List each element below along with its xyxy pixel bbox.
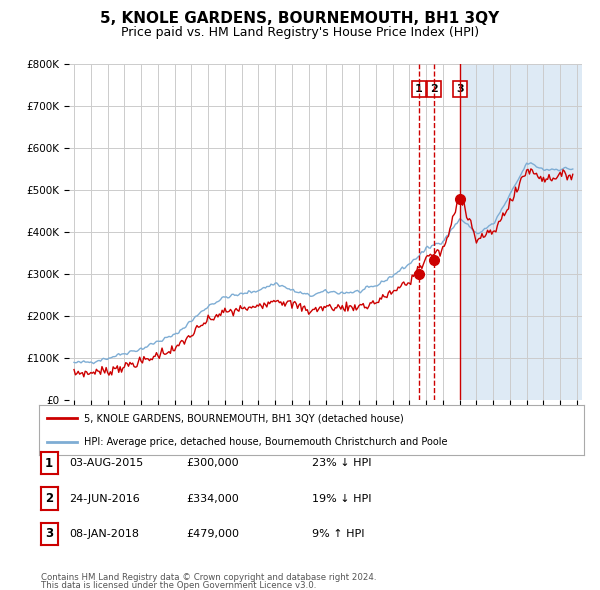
Text: £479,000: £479,000 <box>186 529 239 539</box>
Text: 9% ↑ HPI: 9% ↑ HPI <box>312 529 365 539</box>
Text: 23% ↓ HPI: 23% ↓ HPI <box>312 458 371 468</box>
Text: 3: 3 <box>45 527 53 540</box>
Text: Price paid vs. HM Land Registry's House Price Index (HPI): Price paid vs. HM Land Registry's House … <box>121 26 479 39</box>
Text: 1: 1 <box>45 457 53 470</box>
Text: 5, KNOLE GARDENS, BOURNEMOUTH, BH1 3QY (detached house): 5, KNOLE GARDENS, BOURNEMOUTH, BH1 3QY (… <box>83 414 403 424</box>
Text: 19% ↓ HPI: 19% ↓ HPI <box>312 494 371 503</box>
Text: 2: 2 <box>45 492 53 505</box>
Text: 3: 3 <box>456 84 464 94</box>
Text: 5, KNOLE GARDENS, BOURNEMOUTH, BH1 3QY: 5, KNOLE GARDENS, BOURNEMOUTH, BH1 3QY <box>100 11 500 27</box>
Text: 24-JUN-2016: 24-JUN-2016 <box>69 494 140 503</box>
Text: 08-JAN-2018: 08-JAN-2018 <box>69 529 139 539</box>
Bar <box>460 64 582 400</box>
Text: £334,000: £334,000 <box>186 494 239 503</box>
Text: HPI: Average price, detached house, Bournemouth Christchurch and Poole: HPI: Average price, detached house, Bour… <box>83 437 447 447</box>
Text: 03-AUG-2015: 03-AUG-2015 <box>69 458 143 468</box>
Text: 1: 1 <box>415 84 423 94</box>
Text: £300,000: £300,000 <box>186 458 239 468</box>
Text: 2: 2 <box>430 84 438 94</box>
Text: Contains HM Land Registry data © Crown copyright and database right 2024.: Contains HM Land Registry data © Crown c… <box>41 572 376 582</box>
Text: This data is licensed under the Open Government Licence v3.0.: This data is licensed under the Open Gov… <box>41 581 316 590</box>
